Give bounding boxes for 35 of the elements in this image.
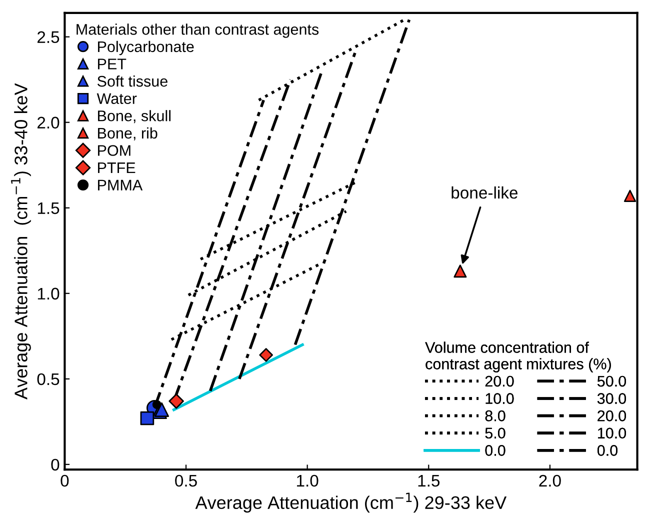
legend-label: PET [98,58,126,70]
legend-label: 50.0 [597,376,626,387]
text: Materials other than contrast agents [76,24,319,38]
y-tick-label: 1.0 [38,288,60,300]
legend-label: 10.0 [598,428,626,439]
legend-label: 20.0 [598,410,626,422]
legend-label: Water [96,93,137,104]
annotation: bone-like [452,186,518,199]
y-tick-label: 0 [51,458,60,471]
y-tick-label: 2.0 [38,116,60,129]
legend-label: 0.0 [597,445,618,456]
legend-label: 5.0 [485,428,506,439]
legend-label: 20.0 [485,376,514,387]
y-tick-label: 1.5 [38,202,60,214]
legend-label: POM [98,145,130,156]
legend-label: Polycarbonate [98,40,194,56]
text: Volume concentration of contrast agent mixtures (%) [425,342,611,372]
x-axis-title: Average Attenuation (cm$^{−1}$) 29-33 keV [195,492,507,513]
x-tick-label: 1.5 [418,475,440,487]
x-tick-label: 0.5 [175,474,197,487]
y-tick-label: 2.5 [38,31,60,44]
x-tick-label: 1.0 [297,474,318,487]
legend-label: Bone, rib [98,127,158,140]
legend-label: Soft tissue [97,75,168,87]
legend-label: 30.0 [597,393,626,404]
legend-label: 10.0 [486,393,514,404]
x-tick-label: 0 [60,474,69,487]
x-tick-label: 2.0 [539,474,561,487]
legend-label: PMMA [98,180,143,190]
legend-label: 8.0 [485,410,506,422]
legend-label: PTFE [98,162,136,174]
legend-label: 0.0 [485,445,506,456]
y-axis-title: Average Attenuation (cm$^{−1}$) 33-40 keV [11,83,31,400]
legend-label: Bone, skull [98,110,170,124]
y-tick-label: 0.5 [37,373,60,386]
